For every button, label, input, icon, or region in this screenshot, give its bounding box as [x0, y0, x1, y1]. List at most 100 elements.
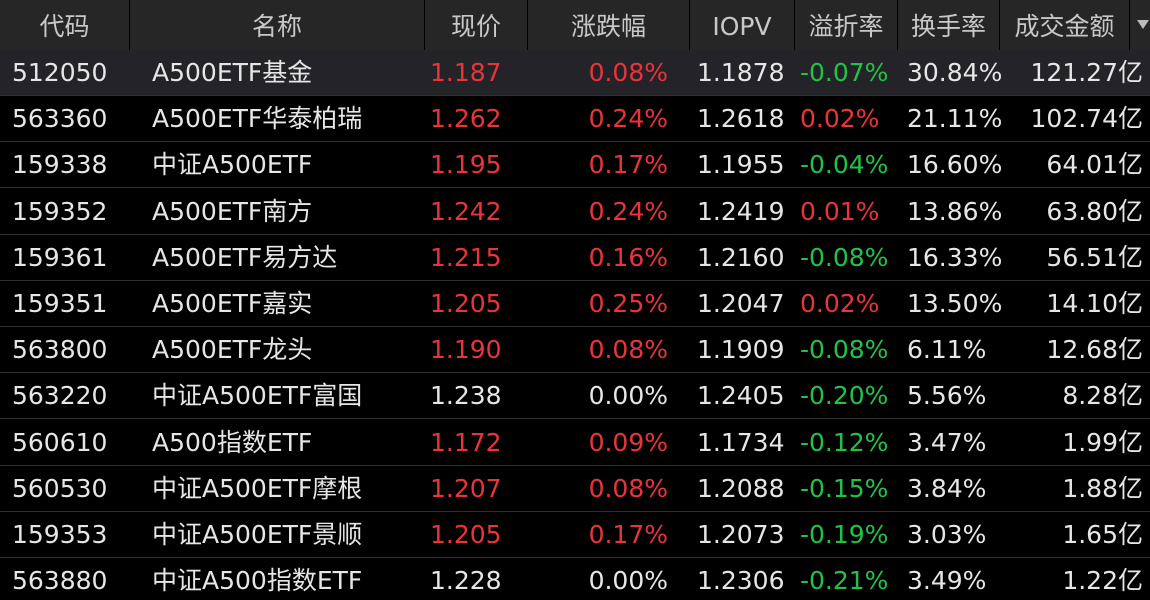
change-cell: 0.00%	[588, 381, 668, 411]
name-cell: A500ETF基金	[152, 58, 313, 87]
amount-cell: 12.68亿	[1046, 335, 1143, 365]
code-cell: 563880	[12, 566, 108, 596]
code-cell: 563800	[12, 335, 108, 365]
table-row[interactable]: 560610 A500指数ETF 1.172 0.09% 1.1734 -0.12% 3.4…	[0, 420, 1150, 466]
table-row[interactable]: 159352 A500ETF南方 1.242 0.24% 1.2419 0.01% 13.8…	[0, 189, 1150, 235]
price-cell: 1.207	[430, 473, 502, 503]
premium-cell: -0.21%	[800, 566, 889, 596]
name-cell: 中证A500ETF富国	[152, 381, 363, 411]
price-cell: 1.262	[430, 104, 502, 134]
name-cell: A500ETF龙头	[152, 335, 313, 365]
price-cell: 1.205	[430, 289, 502, 318]
premium-cell: -0.15%	[800, 473, 889, 503]
table-row[interactable]: 563880 中证A500指数ETF 1.228 0.00% 1.2306 -0.21% 3…	[0, 558, 1150, 600]
iopv-cell: 1.2047	[697, 289, 785, 318]
table-row[interactable]: 563360 A500ETF华泰柏瑞 1.262 0.24% 1.2618 0.02% 21…	[0, 96, 1150, 143]
code-cell: 563220	[12, 381, 108, 411]
turnover-cell: 5.56%	[907, 381, 987, 411]
amount-cell: 121.27亿	[1030, 58, 1143, 87]
premium-cell: -0.12%	[800, 427, 889, 457]
table-row[interactable]: 159361 A500ETF易方达 1.215 0.16% 1.2160 -0.08% 16…	[0, 235, 1150, 281]
code-cell: 560610	[12, 427, 108, 457]
code-cell: 560530	[12, 473, 108, 503]
price-cell: 1.205	[430, 520, 502, 549]
turnover-cell: 16.60%	[907, 150, 1003, 180]
table-row[interactable]: 563220 中证A500ETF富国 1.238 0.00% 1.2405 -0.20% 5…	[0, 373, 1150, 420]
column-header[interactable]: 涨跌幅	[528, 0, 690, 50]
change-cell: 0.09%	[588, 427, 668, 457]
change-cell: 0.24%	[588, 196, 668, 226]
code-cell: 159338	[12, 150, 108, 180]
change-cell: 0.08%	[588, 473, 668, 503]
amount-cell: 56.51亿	[1046, 242, 1143, 272]
premium-cell: -0.04%	[800, 150, 889, 180]
name-cell: A500指数ETF	[152, 427, 313, 457]
iopv-cell: 1.2306	[697, 566, 785, 596]
turnover-cell: 3.49%	[907, 566, 987, 596]
name-cell: A500ETF南方	[152, 196, 313, 226]
iopv-cell: 1.2088	[697, 473, 785, 503]
name-cell: A500ETF华泰柏瑞	[152, 104, 363, 134]
change-cell: 0.16%	[588, 242, 668, 272]
header-bar: 代码 名称 现价 涨跌幅 IOPV 溢折率 换手率 成交金额	[0, 0, 1150, 50]
table-row[interactable]: 159338 中证A500ETF 1.195 0.17% 1.1955 -0.04% 16.…	[0, 142, 1150, 189]
turnover-cell: 13.50%	[907, 289, 1003, 318]
turnover-cell: 6.11%	[907, 335, 987, 365]
column-header[interactable]: 名称	[130, 0, 425, 50]
name-cell: 中证A500ETF摩根	[152, 473, 363, 503]
table-row[interactable]: 563800 A500ETF龙头 1.190 0.08% 1.1909 -0.08% 6.1…	[0, 327, 1150, 374]
name-cell: A500ETF嘉实	[152, 289, 313, 318]
premium-cell: -0.08%	[800, 242, 889, 272]
column-header[interactable]: IOPV	[690, 0, 795, 50]
price-cell: 1.215	[430, 242, 502, 272]
change-cell: 0.00%	[588, 566, 668, 596]
turnover-cell: 30.84%	[907, 58, 1003, 87]
change-cell: 0.17%	[588, 150, 668, 180]
price-cell: 1.190	[430, 335, 502, 365]
sort-arrow[interactable]	[1137, 20, 1149, 30]
turnover-cell: 3.47%	[907, 427, 987, 457]
column-header[interactable]: 溢折率	[795, 0, 898, 50]
price-cell: 1.187	[430, 58, 502, 87]
name-cell: A500ETF易方达	[152, 242, 338, 272]
premium-cell: -0.08%	[800, 335, 889, 365]
code-cell: 159352	[12, 196, 108, 226]
code-cell: 159353	[12, 520, 108, 549]
change-cell: 0.08%	[588, 58, 668, 87]
column-header[interactable]: 成交金额	[1000, 0, 1130, 50]
amount-cell: 1.22亿	[1062, 566, 1143, 596]
turnover-cell: 21.11%	[907, 104, 1003, 134]
change-cell: 0.24%	[588, 104, 668, 134]
column-header[interactable]: 代码	[0, 0, 130, 50]
column-header[interactable]: 现价	[425, 0, 528, 50]
table-row[interactable]: 512050 A500ETF基金 1.187 0.08% 1.1878 -0.07% 30.…	[0, 50, 1150, 96]
iopv-cell: 1.2419	[697, 196, 785, 226]
premium-cell: 0.01%	[800, 196, 880, 226]
code-cell: 563360	[12, 104, 108, 134]
turnover-cell: 3.03%	[907, 520, 987, 549]
code-cell: 512050	[12, 58, 108, 87]
premium-cell: -0.19%	[800, 520, 889, 549]
turnover-cell: 13.86%	[907, 196, 1003, 226]
turnover-cell: 16.33%	[907, 242, 1003, 272]
premium-cell: 0.02%	[800, 289, 880, 318]
premium-cell: 0.02%	[800, 104, 880, 134]
price-cell: 1.195	[430, 150, 502, 180]
iopv-cell: 1.1955	[697, 150, 785, 180]
column-header[interactable]: 换手率	[898, 0, 1000, 50]
iopv-cell: 1.2405	[697, 381, 785, 411]
name-cell: 中证A500指数ETF	[152, 566, 363, 596]
iopv-cell: 1.1909	[697, 335, 785, 365]
premium-cell: -0.07%	[800, 58, 889, 87]
table-row[interactable]: 560530 中证A500ETF摩根 1.207 0.08% 1.2088 -0.15% 3…	[0, 466, 1150, 512]
amount-cell: 1.65亿	[1062, 520, 1143, 549]
table-row[interactable]: 159353 中证A500ETF景顺 1.205 0.17% 1.2073 -0.19% 3…	[0, 512, 1150, 558]
table-row[interactable]: 159351 A500ETF嘉实 1.205 0.25% 1.2047 0.02% 13.5…	[0, 281, 1150, 327]
price-cell: 1.228	[430, 566, 502, 596]
name-cell: 中证A500ETF景顺	[152, 520, 363, 549]
turnover-cell: 3.84%	[907, 473, 987, 503]
amount-cell: 1.88亿	[1062, 473, 1143, 503]
amount-cell: 102.74亿	[1030, 104, 1143, 134]
amount-cell: 8.28亿	[1062, 381, 1143, 411]
